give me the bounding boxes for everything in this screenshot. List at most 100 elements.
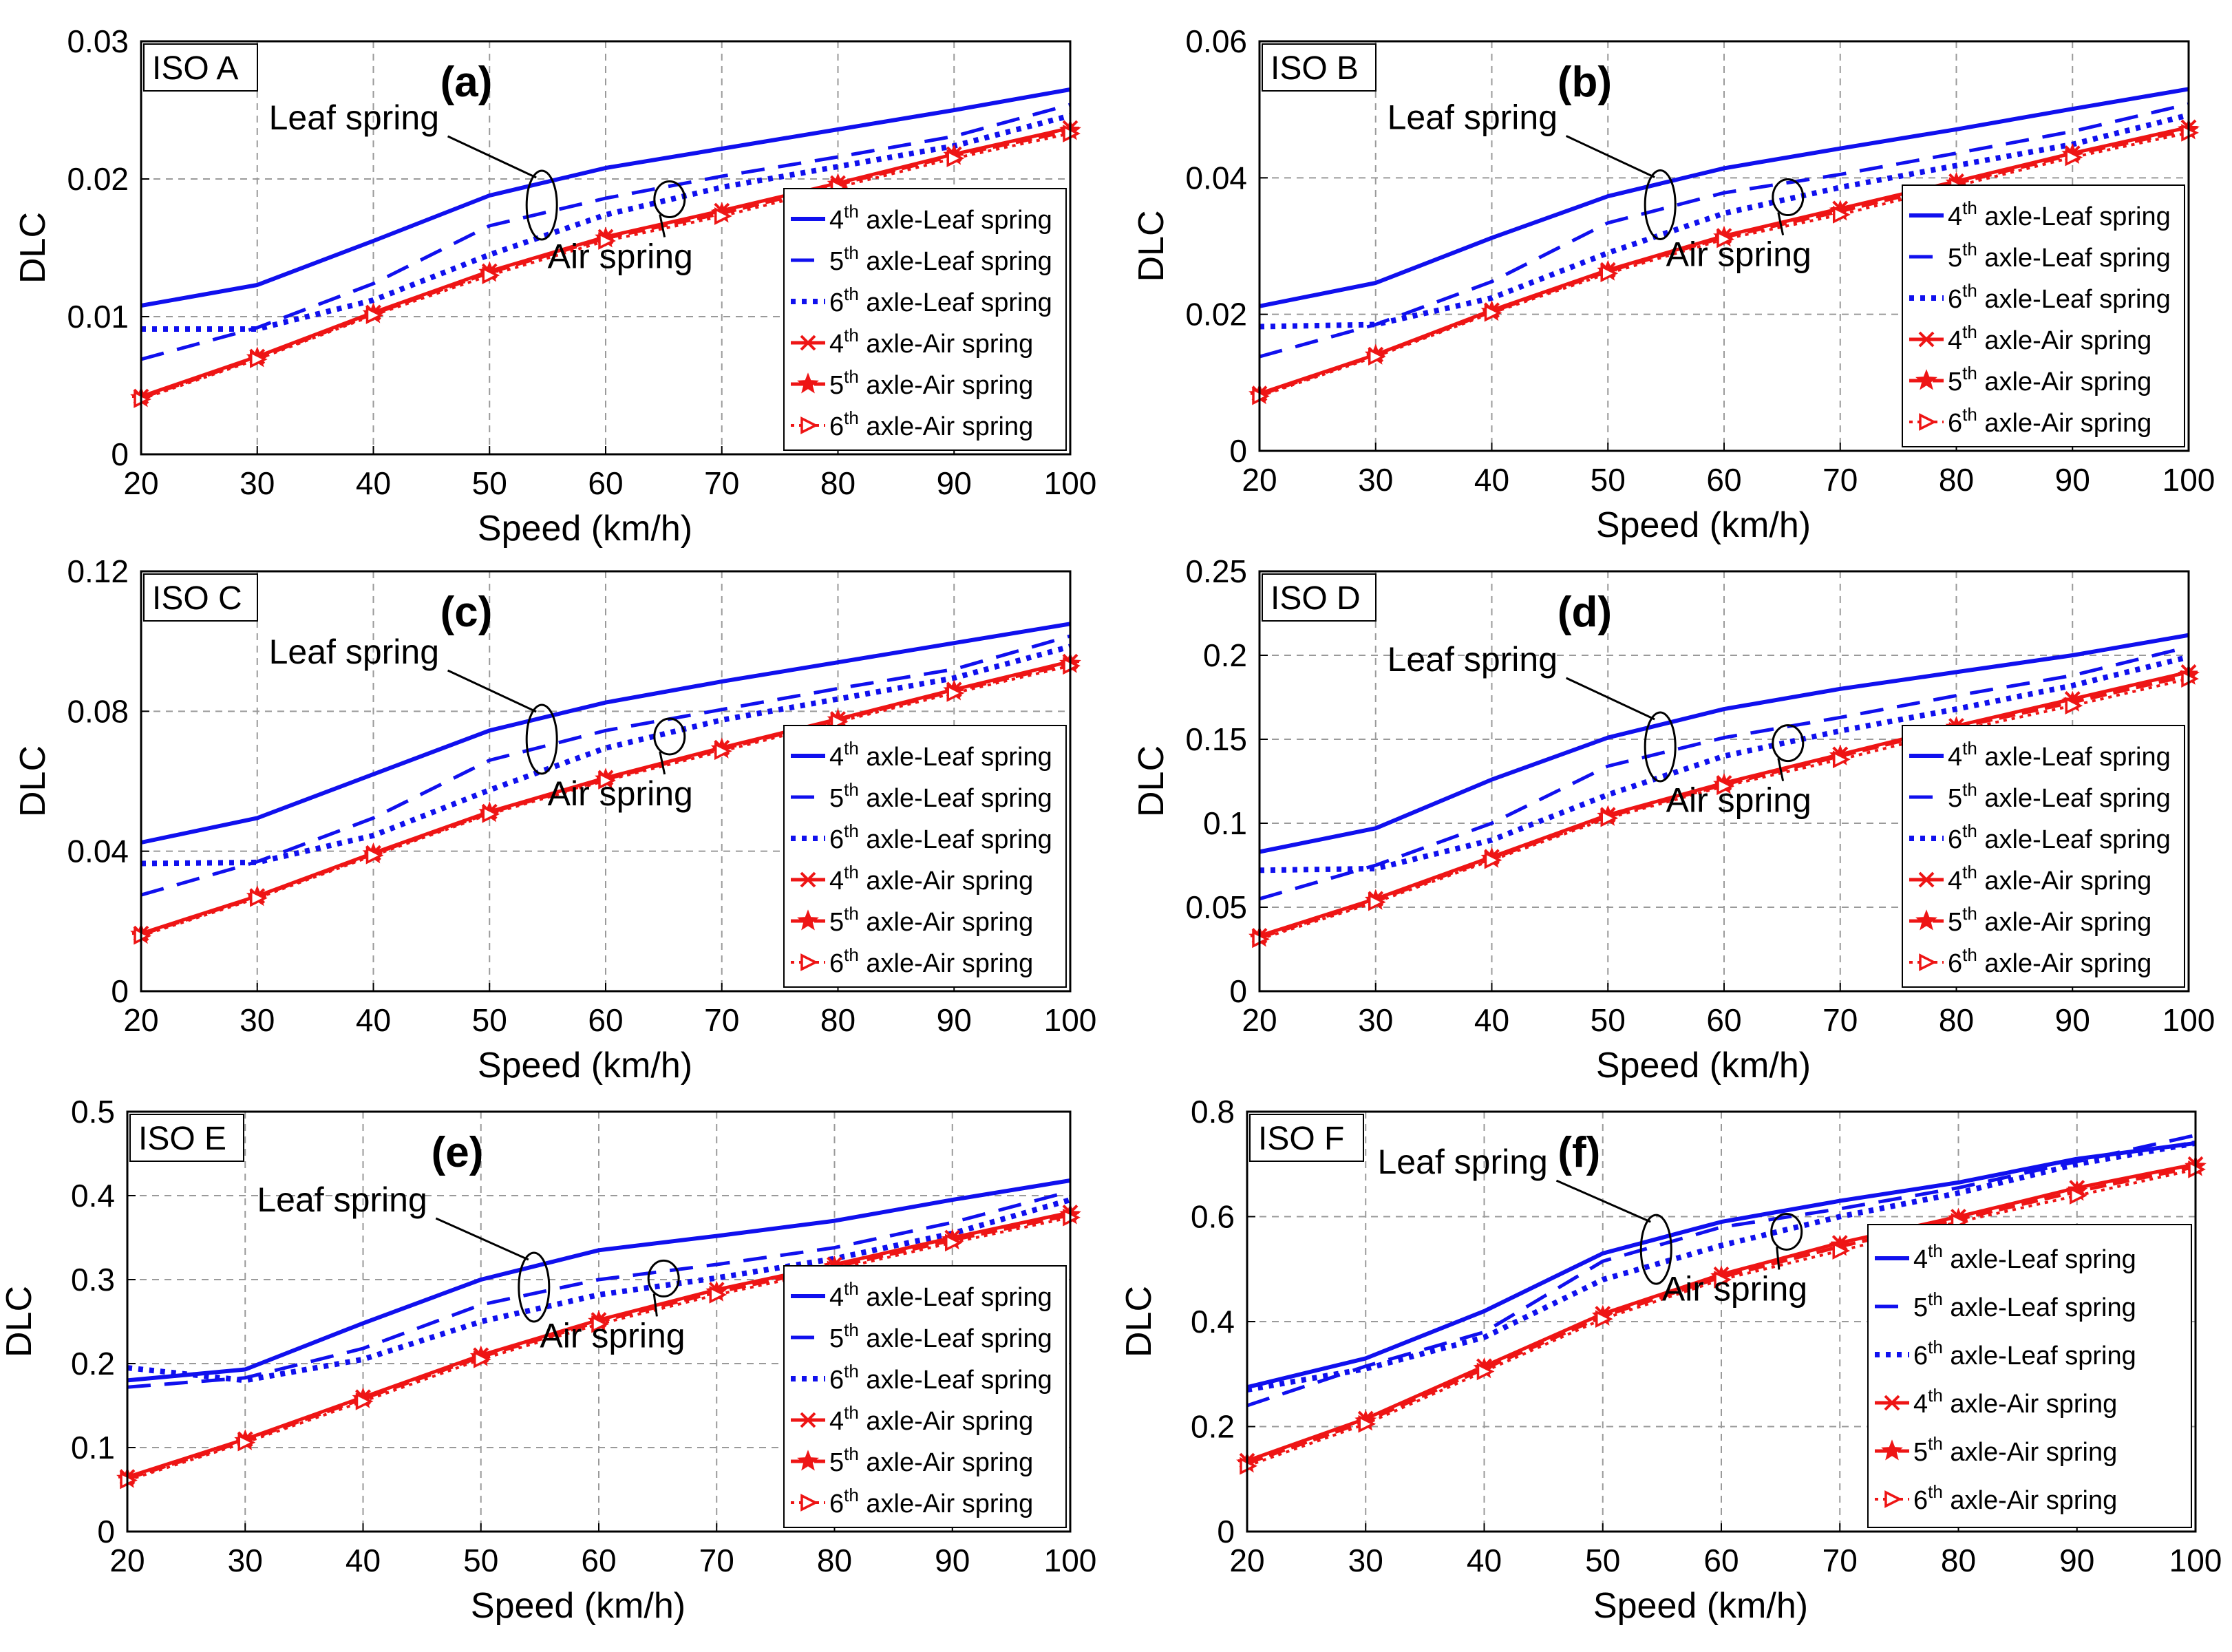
legend-entry: 4th axle-Leaf spring <box>829 201 1052 235</box>
legend-entry: 5th axle-Air spring <box>1948 903 2151 937</box>
leaf-spring-pointer <box>435 1217 529 1261</box>
legend-text: axle-Leaf spring <box>1943 1245 2136 1274</box>
y-tick-label: 0.12 <box>67 553 129 589</box>
data-point <box>1716 777 1734 796</box>
y-tick-label: 0.6 <box>1191 1199 1235 1235</box>
y-axis-label: DLC <box>1119 1286 1159 1357</box>
iso-tag-label: ISO D <box>1271 580 1361 617</box>
data-point <box>714 207 732 225</box>
legend-superscript: th <box>1962 404 1977 425</box>
series-line-8th-air <box>1259 673 2189 940</box>
leaf-spring-pointer <box>1565 677 1655 721</box>
legend: 4th axle-Leaf spring 5th axle-Leaf spring… <box>783 188 1067 451</box>
legend-text: axle-Air spring <box>1977 908 2151 937</box>
leaf-spring-label: Leaf spring <box>269 98 439 137</box>
legend-superscript: th <box>844 862 859 882</box>
y-axis-label: DLC <box>1131 745 1171 817</box>
legend-text: axle-Air spring <box>859 412 1033 441</box>
legend-ordinal: 6 <box>829 288 844 317</box>
iso-tag-box <box>1249 1114 1364 1162</box>
series-group <box>1236 1133 2207 1475</box>
legend-text: axle-Air spring <box>1943 1390 2117 1419</box>
legend-superscript: th <box>844 366 859 387</box>
legend-marker <box>1883 1395 1901 1411</box>
annotations: Leaf spring Air spring <box>1377 1143 1807 1308</box>
legend-ordinal: 4 <box>829 330 844 359</box>
chart-panel-a: 20 30 40 50 60 70 80 90 100 0 0.01 0.02 0.03 Speed (k… <box>13 23 1096 549</box>
data-point <box>945 1233 963 1252</box>
legend-text: axle-Leaf spring <box>859 784 1052 813</box>
x-tick-label: 100 <box>1044 465 1097 501</box>
legend-box <box>783 725 1067 988</box>
legend-ordinal: 6 <box>1948 409 1962 438</box>
legend-ordinal: 6 <box>829 949 844 978</box>
leaf-spring-label: Leaf spring <box>1388 640 1558 679</box>
legend-entry: 5th axle-Air spring <box>829 1443 1033 1477</box>
legend-marker <box>800 1494 818 1512</box>
y-tick-label: 0.25 <box>1185 553 1247 589</box>
iso-tag: ISO D <box>1262 573 1377 622</box>
legend-entry: 4th axle-Leaf spring <box>829 1278 1052 1312</box>
leaf-spring-label: Leaf spring <box>269 633 439 671</box>
legend-entry: 4th axle-Air spring <box>1948 862 2151 896</box>
y-tick-label: 0.06 <box>1185 23 1247 59</box>
iso-tag-box <box>1262 43 1377 92</box>
legend-superscript: th <box>1962 363 1977 383</box>
x-tick-label: 20 <box>109 1543 145 1578</box>
x-tick-label: 80 <box>820 465 855 501</box>
air-spring-label: Air spring <box>540 1316 685 1355</box>
y-tick-label: 0.15 <box>1185 721 1247 757</box>
data-point <box>709 1286 727 1304</box>
legend-ordinal: 6 <box>829 1490 844 1518</box>
series-group <box>1248 87 2200 405</box>
y-tick-label: 0 <box>1229 973 1247 1009</box>
leaf-spring-pointer <box>1565 135 1655 178</box>
x-tick-label: 20 <box>1242 462 1277 498</box>
y-axis-label: DLC <box>13 212 53 284</box>
legend-text: axle-Leaf spring <box>859 206 1052 235</box>
y-tick-label: 0.02 <box>67 161 129 197</box>
legend-superscript: th <box>844 1402 859 1423</box>
series-group <box>130 622 1081 945</box>
legend-entry: 6th axle-Leaf spring <box>829 820 1052 854</box>
legend-ordinal: 4 <box>829 1283 844 1312</box>
y-axis-label: DLC <box>1131 210 1171 282</box>
annotations: Leaf spring Air spring <box>257 1180 685 1355</box>
legend-ordinal: 4 <box>1948 743 1962 772</box>
data-point <box>1600 264 1619 282</box>
data-point <box>482 266 500 284</box>
leaf-spring-pointer <box>1555 1179 1651 1223</box>
series-line-6th-leaf <box>140 644 1072 867</box>
x-tick-label: 20 <box>1242 1002 1277 1038</box>
legend-marker <box>799 871 817 888</box>
legend-ordinal: 4 <box>1948 202 1962 231</box>
legend-ordinal: 5 <box>829 1448 844 1477</box>
legend-entry: 6th axle-Leaf spring <box>1948 280 2171 314</box>
legend-entry: 5th axle-Air spring <box>829 366 1033 400</box>
legend-superscript: th <box>844 944 859 965</box>
x-tick-label: 90 <box>2055 462 2090 498</box>
iso-tag: ISO B <box>1262 43 1377 92</box>
legend-marker <box>1915 909 1937 931</box>
air-spring-ellipse <box>1772 178 1805 217</box>
legend-marker <box>799 1412 817 1428</box>
x-tick-label: 80 <box>1939 462 1974 498</box>
legend-superscript: th <box>1962 820 1977 841</box>
iso-tag-box <box>1262 573 1377 622</box>
legend-entry: 5th axle-Leaf spring <box>829 242 1052 276</box>
legend-marker <box>800 416 818 434</box>
iso-tag-label: ISO B <box>1271 50 1359 87</box>
legend-text: axle-Air spring <box>859 949 1033 978</box>
x-tick-label: 30 <box>240 1002 275 1038</box>
legend-superscript: th <box>844 903 859 924</box>
x-tick-label: 100 <box>2162 462 2215 498</box>
series-line-4th-leaf <box>1246 1141 2196 1390</box>
legend-text: axle-Air spring <box>1943 1438 2117 1467</box>
y-tick-label: 0.01 <box>67 299 129 335</box>
legend-text: axle-Air spring <box>859 371 1033 400</box>
data-point <box>1832 1242 1851 1260</box>
data-point <box>1716 230 1734 248</box>
legend-superscript: th <box>1928 1289 1943 1309</box>
air-spring-label: Air spring <box>548 774 693 813</box>
panel-id: (c) <box>440 589 493 636</box>
